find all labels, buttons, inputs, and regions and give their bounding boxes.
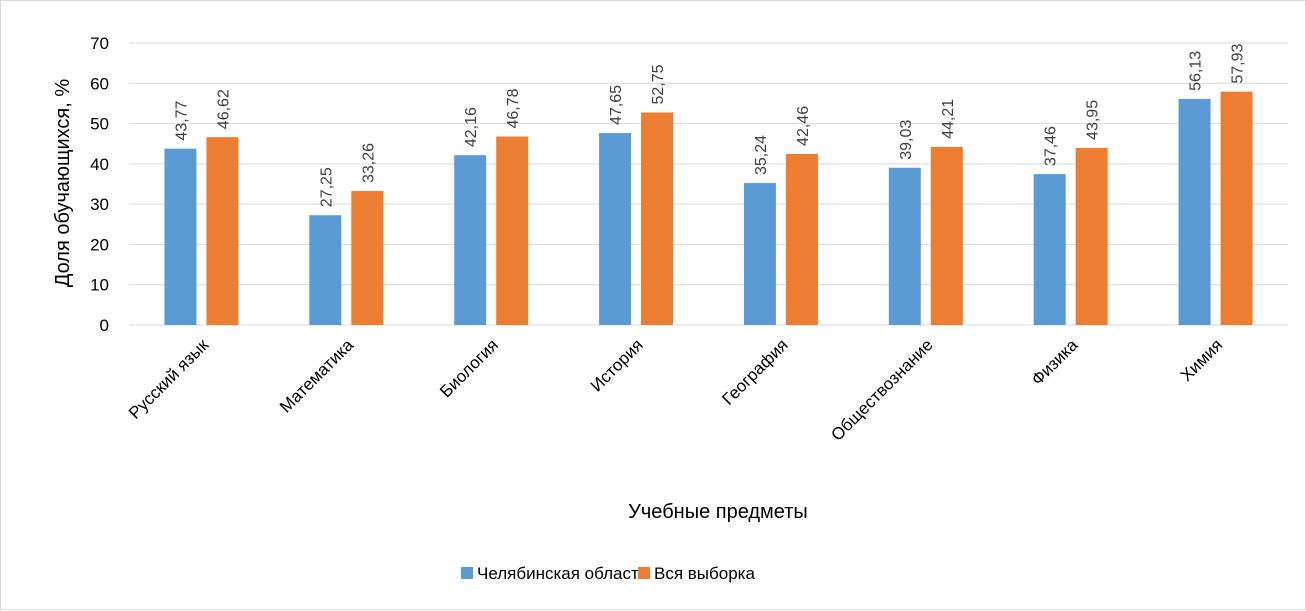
y-tick-label: 50	[90, 115, 109, 134]
bar	[599, 133, 632, 325]
data-label: 42,46	[795, 106, 812, 146]
bar	[164, 148, 197, 325]
data-label: 46,62	[215, 89, 232, 129]
y-tick-label: 40	[90, 155, 109, 174]
x-tick-label: Физика	[1028, 335, 1082, 389]
bar	[641, 112, 674, 325]
data-label: 33,26	[360, 143, 377, 183]
bar	[206, 137, 239, 325]
x-axis-title: Учебные предметы	[628, 501, 808, 523]
x-tick-label: Математика	[276, 335, 358, 417]
data-label: 27,25	[318, 167, 335, 207]
y-axis-ticks: 0 10 20 30 40 50 60 70	[90, 34, 109, 335]
x-tick-label: География	[718, 335, 791, 408]
data-label: 35,24	[753, 135, 770, 175]
bar	[888, 167, 921, 325]
legend: Челябинская область Вся выборка	[461, 564, 755, 583]
x-tick-label: Русский язык	[125, 335, 213, 423]
x-tick-label: Химия	[1177, 335, 1227, 385]
y-tick-label: 20	[90, 235, 109, 254]
x-axis-categories: Русский язык Математика Биология История Гео…	[125, 335, 1226, 445]
y-tick-label: 70	[90, 34, 109, 53]
data-label: 46,78	[505, 88, 522, 128]
legend-swatch	[638, 567, 650, 579]
bar	[785, 153, 818, 325]
bar	[1220, 91, 1253, 326]
x-tick-label: Биология	[436, 335, 502, 401]
bar	[930, 146, 963, 325]
gridlines	[129, 42, 1288, 326]
bar	[496, 136, 529, 325]
data-label: 52,75	[650, 64, 667, 104]
bar	[1178, 98, 1211, 326]
bar	[454, 155, 487, 325]
legend-label: Вся выборка	[654, 564, 755, 583]
legend-label: Челябинская область	[477, 564, 648, 583]
bar	[743, 183, 776, 325]
bar	[351, 191, 384, 325]
data-label: 56,13	[1188, 51, 1205, 91]
legend-swatch	[461, 567, 473, 579]
data-label: 44,21	[940, 99, 957, 139]
bar	[1033, 174, 1066, 325]
data-label: 43,77	[173, 101, 190, 141]
data-label: 39,03	[898, 120, 915, 160]
x-tick-label: Обществознание	[827, 335, 936, 444]
y-tick-label: 30	[90, 195, 109, 214]
y-tick-label: 60	[90, 74, 109, 93]
y-axis-title: Доля обучающихся, %	[52, 79, 74, 288]
bar	[1075, 147, 1108, 325]
bars	[164, 91, 1253, 326]
bar	[309, 215, 342, 325]
y-tick-label: 10	[90, 276, 109, 295]
x-tick-label: История	[587, 335, 647, 395]
data-labels: 43,77 27,25 42,16 47,65 35,24 39,03 37,46 56,13…	[173, 43, 1246, 207]
data-label: 57,93	[1230, 43, 1247, 83]
data-label: 42,16	[463, 107, 480, 147]
data-label: 47,65	[608, 85, 625, 125]
data-label: 37,46	[1043, 126, 1060, 166]
y-tick-label: 0	[100, 316, 109, 335]
data-label: 43,95	[1085, 100, 1102, 140]
